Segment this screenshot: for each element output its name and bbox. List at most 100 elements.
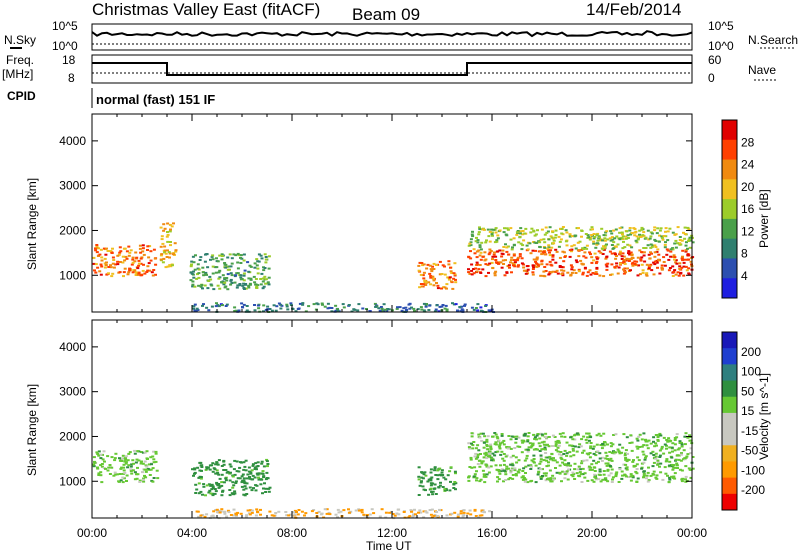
echo-cell [193, 268, 197, 271]
echo-cell [548, 226, 552, 229]
echo-cell [232, 514, 236, 517]
echo-cell [522, 434, 526, 437]
echo-cell [558, 472, 562, 475]
echo-cell [152, 248, 156, 251]
echo-cell [204, 271, 208, 274]
echo-cell [99, 453, 103, 456]
echo-cell [563, 477, 567, 480]
echo-cell [533, 241, 537, 244]
echo-cell [131, 469, 135, 472]
echo-cell [606, 262, 610, 265]
echo-cell [264, 258, 268, 261]
echo-cell [265, 471, 269, 474]
echo-cell [691, 456, 695, 458]
echo-cell [594, 246, 598, 249]
echo-cell [217, 277, 221, 280]
echo-cell [581, 273, 585, 276]
echo-cell [433, 483, 437, 486]
echo-cell [486, 448, 490, 451]
echo-cell [419, 481, 423, 484]
echo-cell [421, 283, 425, 286]
echo-cell [267, 487, 271, 490]
echo-cell [122, 469, 126, 472]
echo-cell [468, 242, 472, 245]
echo-cell [468, 466, 472, 468]
echo-cell [635, 463, 639, 466]
echo-cell [222, 459, 226, 462]
echo-cell [548, 272, 552, 275]
echo-cell [501, 457, 505, 460]
echo-cell [627, 458, 631, 461]
echo-cell [264, 256, 268, 258]
echo-cell [602, 470, 606, 472]
echo-cell [549, 249, 553, 252]
echo-cell [569, 464, 572, 467]
echo-cell [109, 264, 112, 267]
echo-cell [197, 492, 201, 495]
echo-cell [133, 478, 137, 481]
echo-cell [478, 465, 482, 468]
echo-cell [547, 238, 551, 241]
echo-cell [687, 273, 691, 276]
power-ylabel: Slant Range [km] [25, 178, 39, 270]
echo-cell [223, 263, 227, 266]
echo-cell [153, 257, 157, 260]
echo-cell [246, 261, 250, 264]
echo-cell [277, 510, 281, 513]
echo-cell [586, 234, 590, 237]
echo-cell [652, 454, 656, 456]
echo-cell [135, 272, 139, 275]
echo-cell [588, 468, 592, 471]
echo-cell [272, 304, 276, 307]
echo-cell [247, 270, 251, 273]
echo-cell [144, 464, 148, 467]
echo-cell [150, 271, 154, 274]
echo-cell [209, 484, 213, 487]
echo-cell [482, 446, 486, 449]
echo-cell [154, 273, 157, 276]
echo-cell [485, 438, 489, 441]
cpid-value: normal (fast) 151 IF [96, 92, 215, 107]
echo-cell [488, 251, 492, 254]
echo-cell [221, 274, 225, 277]
echo-cell [326, 302, 330, 305]
echo-cell [330, 307, 334, 309]
echo-cell [217, 484, 220, 487]
echo-cell [546, 247, 550, 250]
echo-cell [388, 511, 392, 514]
echo-cell [267, 490, 271, 493]
echo-cell [544, 452, 548, 454]
echo-cell [594, 454, 598, 457]
echo-cell [242, 468, 246, 471]
echo-cell [236, 477, 240, 480]
echo-cell [118, 473, 122, 475]
echo-cell [573, 462, 577, 465]
echo-cell [606, 469, 610, 472]
echo-cell [604, 244, 608, 247]
echo-cell [438, 273, 442, 276]
echo-cell [658, 234, 662, 237]
echo-cell [673, 466, 677, 469]
echo-cell [253, 466, 257, 469]
echo-cell [604, 477, 608, 480]
echo-cell [628, 442, 632, 444]
echo-cell [602, 432, 606, 435]
echo-cell [251, 464, 255, 467]
power-colorbar-tick: 28 [741, 135, 755, 149]
echo-cell [463, 304, 466, 307]
echo-cell [160, 238, 164, 241]
echo-cell [502, 231, 506, 234]
echo-cell [528, 242, 532, 245]
echo-cell [554, 248, 558, 251]
echo-cell [599, 239, 603, 242]
echo-cell [599, 434, 603, 437]
echo-cell [570, 271, 574, 274]
echo-cell [516, 230, 520, 232]
echo-cell [611, 478, 614, 481]
echo-cell [527, 432, 531, 434]
echo-cell [221, 489, 225, 492]
echo-cell [243, 465, 247, 468]
echo-cell [195, 277, 199, 280]
echo-cell [630, 232, 634, 234]
echo-cell [511, 246, 514, 249]
